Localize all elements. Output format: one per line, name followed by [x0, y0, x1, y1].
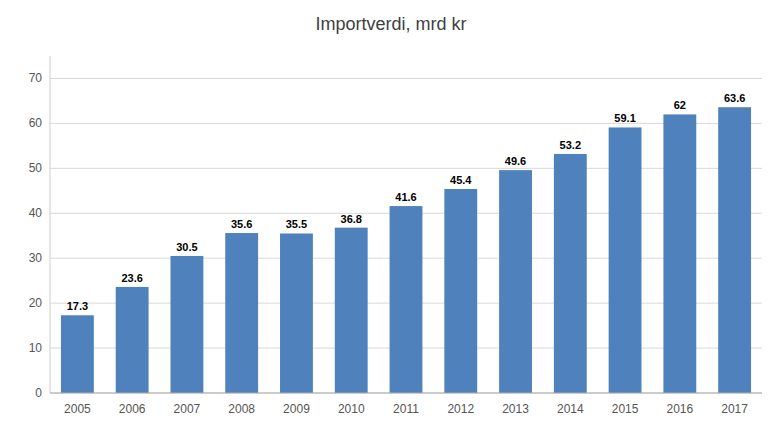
x-tick-label: 2006 [119, 402, 146, 416]
bar [663, 114, 696, 393]
data-label: 41.6 [395, 191, 416, 203]
y-tick-label: 60 [29, 116, 43, 130]
data-label: 59.1 [614, 112, 635, 124]
chart-svg: Importverdi, mrd kr 0 10 20 30 40 50 60 70 17.3 23… [0, 0, 782, 433]
x-axis-line [50, 393, 762, 394]
x-tick-label: 2012 [447, 402, 474, 416]
page: {"chart_data": {"type": "bar", "title": … [0, 0, 782, 433]
bar [444, 189, 477, 393]
x-tick-label: 2007 [174, 402, 201, 416]
x-tick-label: 2017 [721, 402, 748, 416]
data-label: 35.6 [231, 218, 252, 230]
y-tick-label: 70 [29, 71, 43, 85]
bar [225, 233, 258, 393]
bar [61, 315, 94, 393]
x-tick-label: 2015 [612, 402, 639, 416]
bar [499, 170, 532, 393]
bar [116, 287, 149, 393]
data-label: 63.6 [724, 92, 745, 104]
data-label: 36.8 [341, 213, 362, 225]
y-tick-label: 20 [29, 296, 43, 310]
y-tick-label: 30 [29, 251, 43, 265]
grid-line [50, 393, 762, 394]
data-label: 17.3 [67, 300, 88, 312]
bar [390, 206, 423, 393]
grid-line [50, 78, 762, 79]
y-tick-label: 50 [29, 161, 43, 175]
data-label: 53.2 [560, 139, 581, 151]
grid-line [50, 168, 762, 169]
x-tick-label: 2005 [64, 402, 91, 416]
y-tick-label: 0 [35, 386, 42, 400]
data-label: 30.5 [176, 241, 197, 253]
x-tick-label: 2009 [283, 402, 310, 416]
bar [170, 256, 203, 393]
y-tick-label: 10 [29, 341, 43, 355]
x-tick-label: 2014 [557, 402, 584, 416]
x-tick-label: 2008 [228, 402, 255, 416]
data-label: 45.4 [450, 174, 472, 186]
bar [335, 228, 368, 393]
bar [609, 127, 642, 393]
bar [280, 233, 313, 393]
grid-line [50, 123, 762, 124]
x-tick-label: 2010 [338, 402, 365, 416]
data-label: 35.5 [286, 218, 307, 230]
y-axis-line [50, 56, 51, 393]
bars [61, 107, 751, 393]
x-tick-label: 2016 [666, 402, 693, 416]
bar [554, 154, 587, 393]
y-tick-label: 40 [29, 206, 43, 220]
x-tick-label: 2011 [393, 402, 419, 416]
x-tick-label: 2013 [502, 402, 529, 416]
title: Importverdi, mrd kr [315, 14, 466, 34]
chart-container: Importverdi, mrd kr 0 10 20 30 40 50 60 70 17.3 23… [0, 0, 782, 433]
data-label: 49.6 [505, 155, 526, 167]
data-label: 62 [674, 99, 686, 111]
data-label: 23.6 [121, 272, 142, 284]
grid [50, 78, 762, 393]
bar [718, 107, 751, 393]
